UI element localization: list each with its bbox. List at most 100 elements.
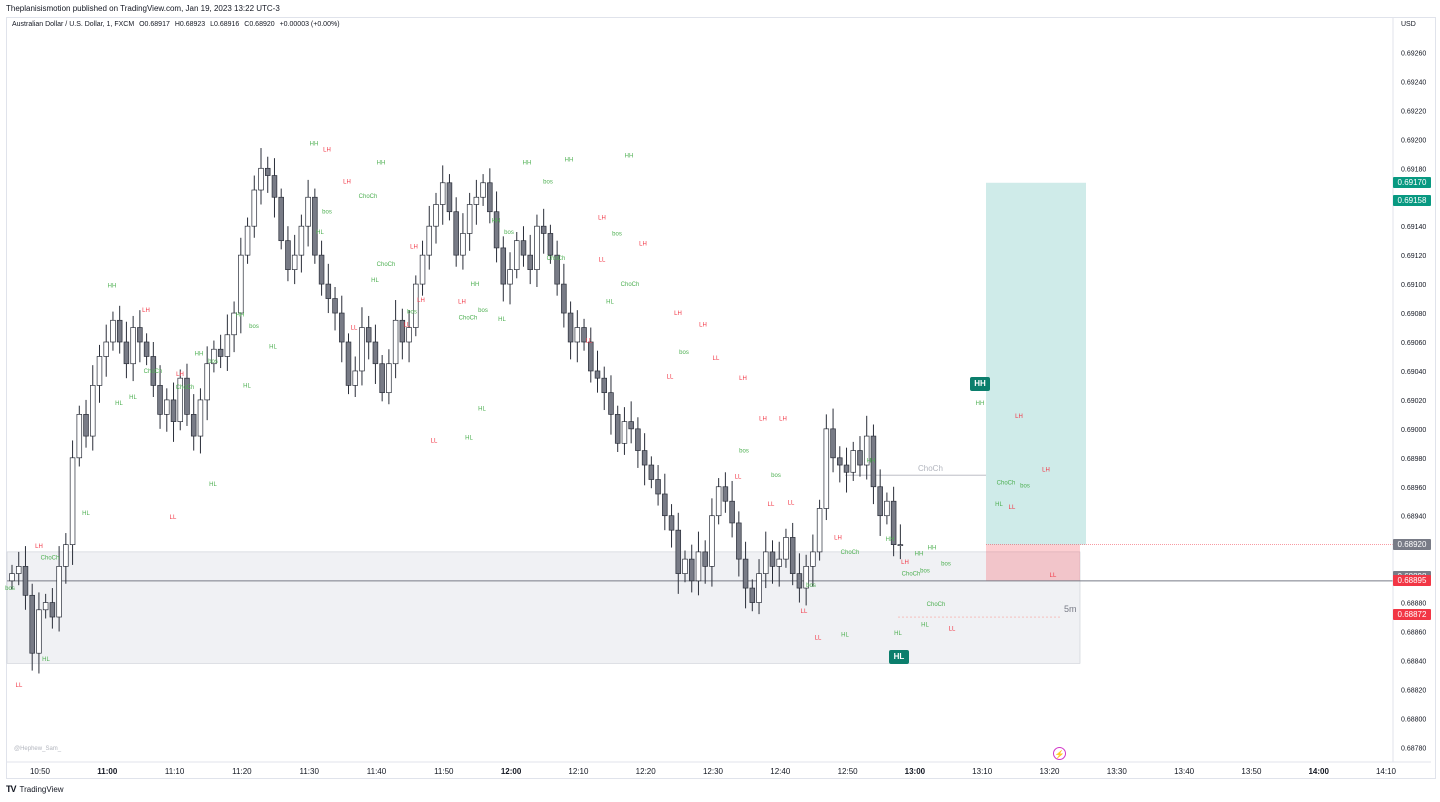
currency-label[interactable]: USD [1401, 21, 1416, 28]
lightning-icon[interactable]: ⚡ [1053, 747, 1066, 760]
structure-label: LH [598, 216, 606, 222]
y-tick-label: 0.69240 [1401, 79, 1426, 86]
candle-body [648, 464, 655, 480]
candle-body [682, 558, 688, 574]
structure-label: HL [269, 344, 277, 350]
candle-body [763, 551, 769, 574]
candle-body [796, 573, 803, 589]
candle-body [29, 594, 35, 654]
candle-body [621, 421, 628, 444]
y-tick-label: 0.69060 [1401, 340, 1426, 347]
x-tick-label: 14:10 [1376, 767, 1397, 776]
structure-label: bos [612, 231, 622, 237]
structure-label: bos [1020, 483, 1030, 489]
structure-label: LL [667, 375, 674, 381]
candle-body [749, 587, 756, 603]
y-tick-label: 0.68960 [1401, 485, 1426, 492]
candle-body [291, 254, 298, 270]
candle-body [628, 421, 634, 430]
structure-label: HL [209, 482, 217, 488]
candle-body [789, 537, 796, 574]
candle-body [547, 233, 554, 256]
structure-label: HH [310, 142, 319, 148]
symbol-name[interactable]: Australian Dollar / U.S. Dollar, 1, FXCM [12, 21, 135, 28]
structure-label: HL [465, 436, 473, 442]
y-tick-label: 0.68880 [1401, 601, 1426, 608]
structure-label: HH [108, 284, 117, 290]
candle-body [742, 558, 749, 589]
candle-body [843, 464, 850, 473]
candle-body [22, 566, 29, 596]
candle-body [251, 189, 258, 227]
candle-body [339, 312, 345, 343]
footer: TV TradingView [6, 784, 64, 794]
candle-body [702, 551, 708, 567]
structure-label: LL [404, 323, 411, 329]
candle-body [487, 182, 493, 213]
candle-body [63, 544, 69, 567]
structure-label: LH [1015, 414, 1023, 420]
structure-label: LH [739, 376, 747, 382]
structure-label: HH [236, 312, 245, 318]
y-tick-label: 0.69120 [1401, 253, 1426, 260]
candle-body [662, 493, 668, 517]
candle-body [837, 457, 843, 466]
structure-label: LL [599, 257, 606, 263]
candle-body [561, 283, 567, 314]
structure-label: LL [768, 502, 775, 508]
candle-body [238, 254, 244, 314]
candle-body [668, 515, 675, 531]
candle-body [554, 254, 560, 285]
candle-body [204, 363, 210, 401]
candle-body [729, 500, 735, 524]
x-tick-label: 11:20 [232, 767, 252, 776]
candle-body [870, 435, 877, 488]
y-tick-label: 0.69140 [1401, 224, 1426, 231]
structure-label: ChoCh [176, 385, 195, 391]
structure-label: LL [586, 339, 593, 345]
candle-body [325, 283, 332, 299]
structure-label: bos [5, 586, 15, 592]
candle-body [130, 327, 136, 365]
y-tick-label: 0.69080 [1401, 311, 1426, 318]
price-tag: 0.68895 [1393, 575, 1431, 587]
structure-label: LL [351, 326, 358, 332]
structure-label: LL [815, 635, 822, 641]
y-tick-label: 0.69100 [1401, 282, 1426, 289]
y-tick-label: 0.68780 [1401, 745, 1426, 752]
candle-body [534, 225, 540, 270]
structure-label: HH [492, 218, 501, 224]
structure-label: bos [679, 350, 689, 356]
x-tick-label: 12:20 [636, 767, 657, 776]
symbol-legend[interactable]: Australian Dollar / U.S. Dollar, 1, FXCM… [12, 21, 343, 28]
candle-body [513, 240, 520, 270]
low-value: L0.68916 [210, 21, 240, 28]
x-tick-label: 11:30 [299, 767, 319, 776]
y-tick-label: 0.69040 [1401, 369, 1426, 376]
chart-pane[interactable] [6, 17, 1436, 779]
high-value: H0.68923 [174, 21, 206, 28]
candle-body [460, 233, 466, 256]
candle-body [419, 254, 426, 285]
candle-body [406, 327, 412, 343]
candle-body [143, 341, 150, 357]
stop-loss-zone [986, 544, 1080, 581]
candle-body [655, 479, 661, 495]
structure-label: ChoCh [41, 556, 60, 562]
candle-body [756, 573, 762, 603]
candle-body [480, 182, 486, 198]
candle-body [884, 500, 890, 517]
hh-flag: HH [970, 377, 990, 391]
structure-label: LH [674, 311, 682, 317]
candle-body [581, 327, 587, 343]
candle-body [197, 399, 204, 437]
candle-body [527, 254, 533, 270]
candle-body [42, 602, 49, 611]
candle-body [96, 356, 103, 386]
structure-label: LL [16, 683, 23, 689]
candle-body [641, 450, 648, 466]
close-value: C0.68920 [244, 21, 275, 28]
candle-body [675, 529, 682, 574]
structure-label: HH [523, 161, 532, 167]
